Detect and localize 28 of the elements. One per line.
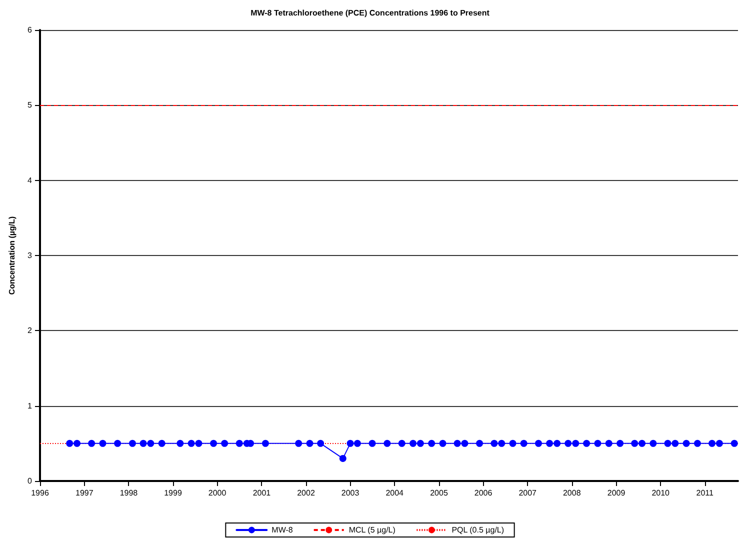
x-tick-label: 2004 bbox=[386, 488, 404, 498]
x-tick-label: 2002 bbox=[297, 488, 316, 498]
y-tick-label: 2 bbox=[28, 326, 33, 336]
y-tick-label: 6 bbox=[28, 26, 33, 34]
x-tick-label: 2008 bbox=[562, 488, 582, 498]
chart-title: MW-8 Tetrachloroethene (PCE) Concentrations 1996 to Present bbox=[250, 8, 490, 18]
x-tick-label: 2009 bbox=[607, 488, 626, 498]
y-tick-label: 4 bbox=[28, 176, 33, 185]
y-tick-label: 5 bbox=[28, 100, 33, 110]
x-tick-label: 1996 bbox=[31, 488, 50, 498]
x-tick-label: 2001 bbox=[252, 488, 272, 498]
y-tick-label: 1 bbox=[28, 401, 33, 410]
legend-label: PQL (0.5 µg/L) bbox=[452, 526, 504, 534]
x-tick-label: 2007 bbox=[518, 488, 538, 498]
y-tick-label: 0 bbox=[28, 476, 33, 486]
legend-label: MCL (5 µg/L) bbox=[348, 526, 396, 534]
x-tick-label: 2003 bbox=[341, 488, 360, 498]
legend-label: MW-8 bbox=[272, 526, 294, 534]
x-tick-label: 2000 bbox=[208, 488, 227, 498]
y-axis-title: Concentration (µg/L) bbox=[8, 216, 16, 295]
x-tick-label: 1998 bbox=[120, 488, 138, 498]
x-tick-label: 1997 bbox=[76, 488, 94, 498]
x-tick-label: 1999 bbox=[164, 488, 182, 498]
x-tick-label: 2011 bbox=[696, 488, 714, 498]
x-tick-label: 2005 bbox=[430, 488, 448, 498]
y-tick-label: 3 bbox=[28, 251, 33, 260]
x-tick-label: 2006 bbox=[474, 488, 493, 498]
x-tick-label: 2010 bbox=[652, 488, 670, 498]
